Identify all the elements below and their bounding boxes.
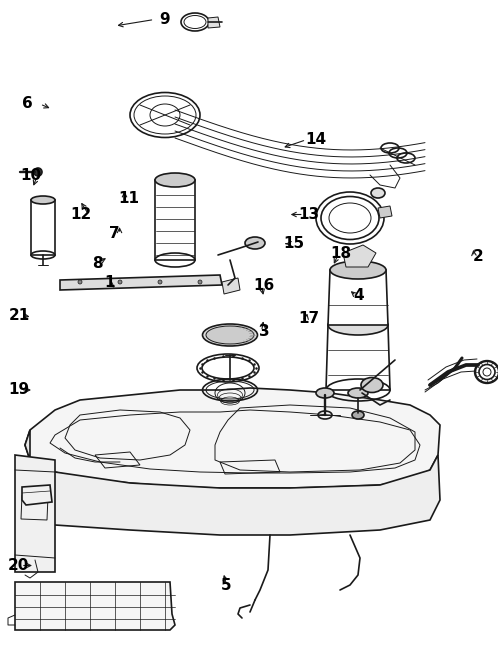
Text: 12: 12: [71, 207, 92, 222]
Text: 17: 17: [298, 311, 319, 326]
Ellipse shape: [31, 196, 55, 204]
Text: 16: 16: [253, 278, 274, 294]
Polygon shape: [328, 270, 388, 325]
Polygon shape: [22, 485, 52, 505]
Text: 3: 3: [258, 324, 269, 339]
Polygon shape: [208, 17, 220, 28]
Ellipse shape: [78, 280, 82, 284]
Polygon shape: [25, 430, 55, 525]
Text: 2: 2: [473, 249, 484, 265]
Polygon shape: [343, 245, 376, 267]
Ellipse shape: [203, 324, 257, 346]
Text: 18: 18: [331, 246, 352, 261]
Ellipse shape: [206, 326, 254, 344]
Ellipse shape: [155, 173, 195, 187]
Polygon shape: [30, 455, 440, 535]
Ellipse shape: [348, 388, 368, 398]
Polygon shape: [31, 200, 55, 255]
Polygon shape: [25, 388, 440, 488]
Ellipse shape: [361, 378, 383, 393]
Text: 4: 4: [353, 288, 364, 304]
Text: 5: 5: [221, 577, 232, 593]
Text: 9: 9: [159, 12, 170, 27]
Text: 10: 10: [20, 168, 41, 183]
Text: 21: 21: [8, 307, 29, 323]
Text: 1: 1: [104, 275, 115, 291]
Ellipse shape: [34, 168, 42, 176]
Text: 19: 19: [8, 382, 29, 398]
Polygon shape: [15, 455, 55, 572]
Polygon shape: [222, 278, 240, 294]
Ellipse shape: [330, 261, 386, 279]
Text: 20: 20: [8, 558, 29, 573]
Text: 8: 8: [92, 255, 103, 271]
Ellipse shape: [158, 280, 162, 284]
Ellipse shape: [371, 188, 385, 198]
Polygon shape: [15, 582, 175, 630]
Ellipse shape: [352, 411, 364, 419]
Polygon shape: [326, 325, 390, 390]
Text: 15: 15: [283, 236, 304, 252]
Text: 14: 14: [306, 132, 327, 148]
Text: 13: 13: [298, 207, 319, 222]
Polygon shape: [378, 206, 392, 218]
Polygon shape: [60, 275, 222, 290]
Polygon shape: [155, 180, 195, 260]
Ellipse shape: [118, 280, 122, 284]
Ellipse shape: [328, 315, 388, 335]
Text: 6: 6: [22, 96, 33, 112]
Ellipse shape: [198, 280, 202, 284]
Ellipse shape: [245, 237, 265, 249]
Text: 7: 7: [109, 226, 120, 242]
Ellipse shape: [316, 388, 334, 398]
Text: 11: 11: [118, 190, 139, 206]
